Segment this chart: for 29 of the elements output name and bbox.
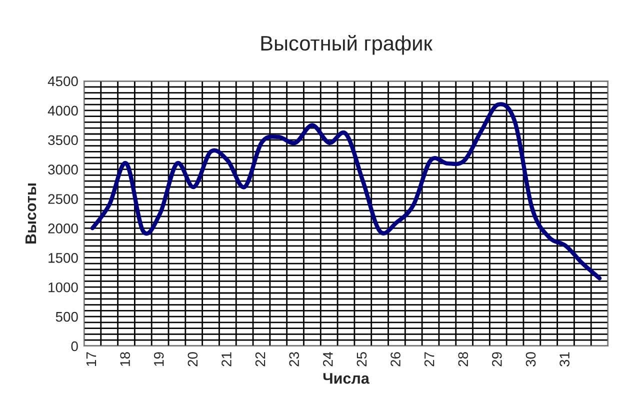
y-tick-label: 4000 [48, 106, 78, 116]
y-tick-label: 1500 [48, 253, 78, 263]
x-tick-label: 20 [188, 352, 198, 366]
x-tick-label: 31 [560, 352, 570, 366]
x-tick-label: 30 [526, 352, 536, 366]
x-tick-label: 29 [492, 352, 502, 366]
x-tick-label: 28 [458, 352, 468, 366]
line-series [90, 102, 602, 280]
x-axis-title: Числа [323, 373, 370, 384]
y-tick-label: 0 [71, 341, 78, 352]
x-tick-label: 19 [154, 352, 164, 366]
y-tick-label: 1000 [48, 282, 78, 292]
x-tick-label: 17 [86, 352, 96, 366]
y-tick-label: 4500 [48, 76, 78, 86]
x-tick-label: 26 [390, 352, 400, 366]
y-tick-label: 2500 [48, 194, 78, 204]
x-tick-label: 24 [322, 352, 333, 366]
y-tick-label: 2000 [48, 224, 78, 234]
y-tick-label: 500 [56, 312, 78, 322]
chart-title: Высотный график [261, 34, 432, 55]
x-tick-label: 27 [424, 352, 434, 366]
x-tick-label: 25 [356, 352, 367, 366]
x-tick-label: 18 [120, 352, 130, 366]
x-tick-label: 22 [255, 352, 266, 366]
y-axis-title: Высоты [26, 184, 36, 244]
x-tick-label: 23 [289, 352, 300, 366]
y-tick-label: 3000 [48, 164, 78, 175]
x-tick-label: 21 [222, 352, 232, 366]
y-tick-label: 3500 [48, 135, 78, 146]
